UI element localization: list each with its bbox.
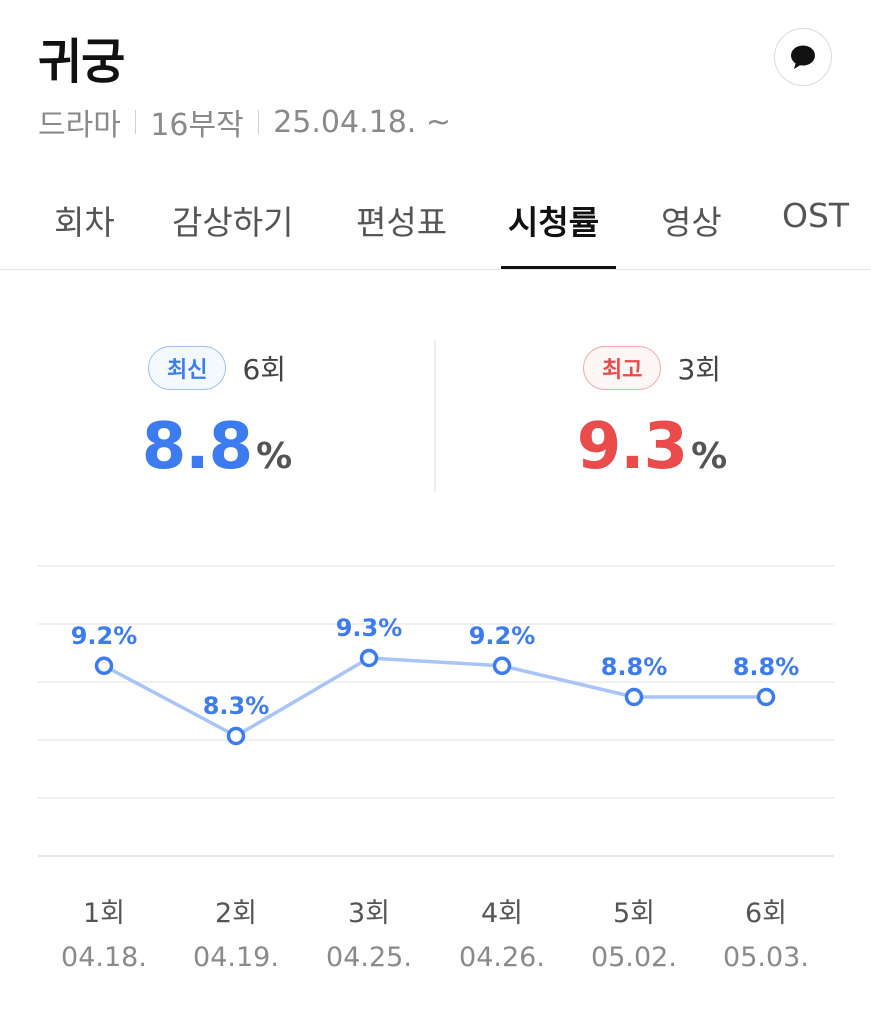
- chart-point: [359, 648, 379, 668]
- episode-count-text: 16부작: [150, 108, 244, 143]
- x-axis-date-label: 04.18.: [61, 942, 147, 973]
- x-axis-date-label: 05.03.: [723, 942, 809, 973]
- chart-data-label: 8.3%: [203, 692, 270, 720]
- x-axis-date-label: 04.26.: [459, 942, 545, 973]
- chart-point: [226, 726, 246, 746]
- highest-episode-label: 3회: [677, 353, 722, 386]
- x-axis-date-label: 05.02.: [591, 942, 677, 973]
- latest-rating-value: 8.8: [141, 410, 253, 484]
- comment-button[interactable]: [774, 28, 832, 86]
- air-date-text: 25.04.18. ~: [273, 104, 451, 140]
- latest-rating-card: 최신 6회 8.8 %: [0, 340, 434, 490]
- tab-watch[interactable]: 감상하기: [172, 203, 294, 242]
- tab-episodes[interactable]: 회차: [54, 203, 115, 242]
- x-axis-episode-label: 3회: [348, 898, 390, 929]
- latest-rating-unit: %: [256, 436, 293, 477]
- active-tab-indicator: [501, 266, 616, 269]
- chart-point: [756, 687, 776, 707]
- chart-data-label: 9.3%: [336, 614, 403, 642]
- chart-point: [624, 687, 644, 707]
- x-axis-episode-label: 6회: [745, 898, 787, 929]
- ratings-chart: 9.2% 8.3% 9.3% 9.2% 8.8% 8.8% 1회 04.18. 2회 04.19.…: [0, 540, 871, 1010]
- highest-badge: 최고: [582, 346, 662, 390]
- chart-data-label: 9.2%: [469, 622, 536, 650]
- x-axis-date-label: 04.19.: [193, 942, 279, 973]
- chart-series-line: [103, 656, 766, 738]
- chart-data-label: 9.2%: [71, 622, 138, 650]
- highest-rating-card: 최고 3회 9.3 %: [435, 340, 869, 490]
- highest-rating-unit: %: [691, 436, 728, 477]
- page-title: 귀궁: [38, 34, 125, 90]
- tab-ratings[interactable]: 시청률: [508, 203, 600, 242]
- meta-divider: [134, 110, 137, 134]
- x-axis-episode-label: 1회: [83, 898, 125, 929]
- latest-badge: 최신: [147, 346, 227, 390]
- x-axis-episode-label: 2회: [215, 898, 257, 929]
- x-axis-episode-label: 4회: [481, 898, 523, 929]
- chart-point: [492, 656, 512, 676]
- program-meta: 드라마 16부작 25.04.18. ~: [38, 100, 451, 144]
- summary-divider: [434, 340, 436, 492]
- genre-text: 드라마: [38, 108, 121, 143]
- x-axis-episode-label: 5회: [613, 898, 655, 929]
- tab-schedule[interactable]: 편성표: [356, 203, 448, 242]
- x-axis-date-label: 04.25.: [326, 942, 412, 973]
- chart-point: [94, 656, 114, 676]
- tab-bar: 회차 감상하기 편성표 시청률 영상 OST: [0, 182, 871, 270]
- highest-rating-value: 9.3: [576, 410, 688, 484]
- chart-data-label: 8.8%: [601, 653, 668, 681]
- tab-ost[interactable]: OST: [782, 196, 850, 235]
- ratings-line-chart: 9.2% 8.3% 9.3% 9.2% 8.8% 8.8% 1회 04.18. 2회 04.19.…: [38, 565, 834, 973]
- tab-videos[interactable]: 영상: [661, 203, 722, 242]
- meta-divider: [257, 110, 260, 134]
- latest-episode-label: 6회: [242, 353, 287, 386]
- chart-data-label: 8.8%: [733, 653, 800, 681]
- speech-bubble-icon: [791, 45, 815, 69]
